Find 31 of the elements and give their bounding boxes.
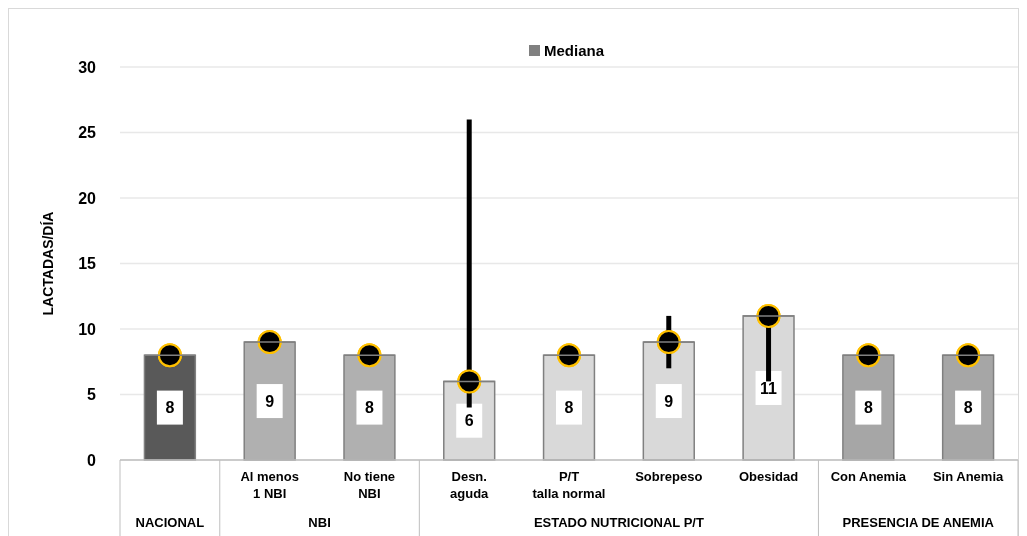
data-label: 8 [963,399,973,417]
y-tick-label: 10 [78,320,97,338]
y-axis-title: LACTADAS/DÍA [40,211,56,316]
text: PRESENCIA DE ANEMIA [842,515,995,530]
y-tick-label: 30 [78,58,97,76]
data-label: 8 [165,399,175,417]
text: NBI [308,515,331,530]
y-tick-label: 5 [87,386,97,404]
text: ESTADO NUTRICIONAL P/T [533,515,704,530]
y-tick-label: 25 [78,124,97,142]
x-tick-label: Sin Anemia [932,469,1005,484]
y-tick-label: 0 [87,451,97,469]
point [457,369,482,394]
x-tick-label: P/T talla normal [532,469,606,501]
x-tick-label: Obesidad [738,469,799,484]
y-tick-label: 20 [78,189,97,207]
text: NACIONAL [135,515,205,530]
data-label: 8 [364,399,374,417]
x-tick-label: Al menos 1 NBI [240,469,299,501]
data-label: 9 [265,392,275,410]
x-tick-label: Con Anemia [830,469,907,484]
data-label: 9 [664,392,674,410]
data-label: 8 [863,399,873,417]
x-tick-label: Sobrepeso [635,469,703,484]
x-tick-label: No tiene NBI [343,469,396,501]
data-label: 11 [760,379,778,397]
data-label: 6 [464,412,474,430]
y-tick-label: 15 [78,255,97,273]
x-tick-label: Desn. aguda [450,469,490,501]
text: Mediana [544,42,605,60]
data-label: 8 [564,399,574,417]
